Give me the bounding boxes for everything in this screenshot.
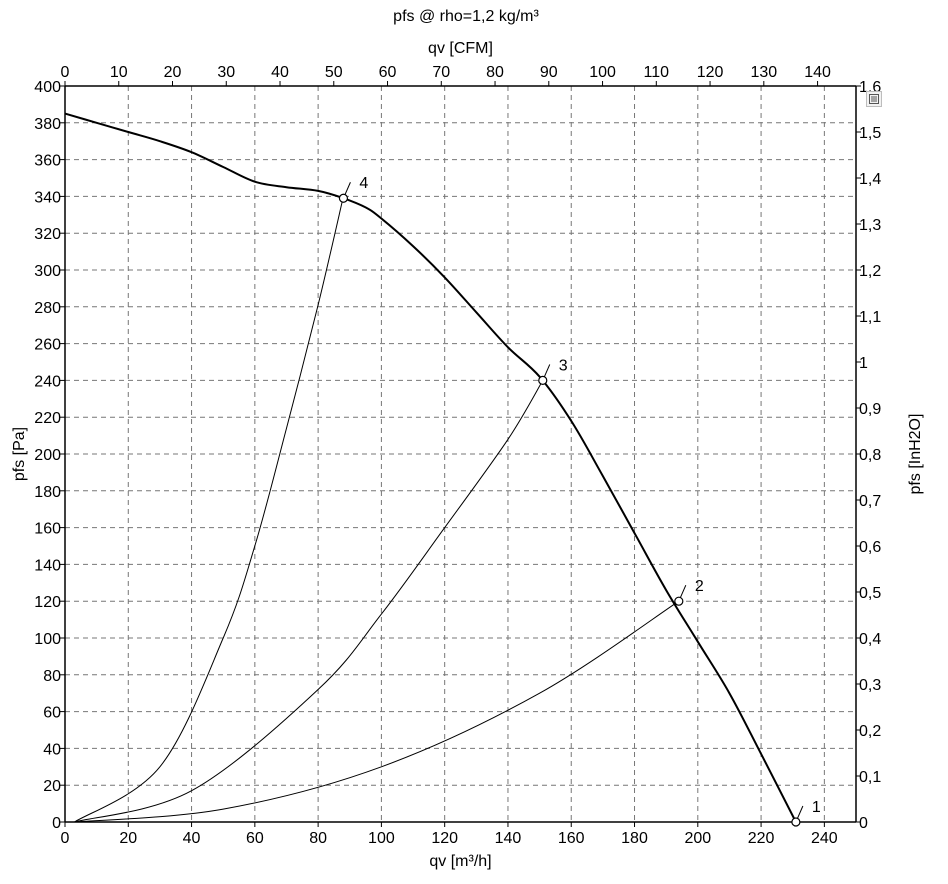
- y-tick-label: 60: [43, 705, 61, 722]
- y-tick-label: 320: [34, 226, 61, 243]
- point-label-4: 4: [359, 175, 368, 192]
- x-tick-label: 80: [309, 830, 327, 847]
- y2-tick-label: 0,1: [859, 769, 881, 786]
- x-tick-label: 240: [811, 830, 838, 847]
- y2-tick-label: 0,9: [859, 401, 881, 418]
- operating-point-2: [674, 596, 684, 606]
- x2-tick-label: 20: [164, 64, 182, 81]
- y-tick-label: 360: [34, 153, 61, 170]
- y2-tick-label: 1,2: [859, 263, 881, 280]
- fan-curve: [64, 112, 797, 823]
- x2-tick-label: 130: [750, 64, 777, 81]
- x2-tick-label: 0: [61, 64, 70, 81]
- y-tick-label: 20: [43, 778, 61, 795]
- y-tick-label: 80: [43, 668, 61, 685]
- operating-point-1: [791, 817, 801, 827]
- x2-tick-label: 120: [697, 64, 724, 81]
- x-tick-label: 140: [495, 830, 522, 847]
- point-label-2: 2: [695, 578, 704, 595]
- x-tick-label: 40: [183, 830, 201, 847]
- y-tick-label: 200: [34, 447, 61, 464]
- x2-tick-label: 100: [589, 64, 616, 81]
- x2-tick-label: 40: [271, 64, 289, 81]
- y-tick-label: 260: [34, 337, 61, 354]
- point-label-3: 3: [559, 357, 568, 374]
- x-tick-label: 20: [119, 830, 137, 847]
- x2-tick-label: 30: [217, 64, 235, 81]
- x-tick-label: 160: [558, 830, 585, 847]
- x2-tick-label: 70: [432, 64, 450, 81]
- x2-tick-label: 10: [110, 64, 128, 81]
- x-tick-label: 100: [368, 830, 395, 847]
- x-tick-label: 120: [431, 830, 458, 847]
- y-tick-label: 100: [34, 631, 61, 648]
- y2-tick-label: 1,5: [859, 125, 881, 142]
- y2-tick-label: 0,2: [859, 723, 881, 740]
- y-tick-label: 300: [34, 263, 61, 280]
- y2-tick-label: 0,5: [859, 585, 881, 602]
- chart-title: pfs @ rho=1,2 kg/m³: [393, 8, 539, 25]
- x2-tick-label: 50: [325, 64, 343, 81]
- x2-tick-label: 110: [644, 64, 670, 81]
- y2-tick-label: 1,3: [859, 217, 881, 234]
- x-tick-label: 220: [748, 830, 775, 847]
- x-axis-label: qv [m³/h]: [429, 853, 491, 870]
- y2-tick-label: 0,8: [859, 447, 881, 464]
- y-tick-label: 140: [34, 557, 61, 574]
- y-tick-label: 240: [34, 373, 61, 390]
- y2-tick-label: 0: [859, 815, 868, 832]
- x2-tick-label: 140: [804, 64, 831, 81]
- system-curve-2: [74, 600, 680, 823]
- y2-tick-label: 1: [859, 355, 868, 372]
- y2-tick-label: 0,7: [859, 493, 881, 510]
- y-tick-label: 220: [34, 410, 61, 427]
- y2-axis-label: pfs [InH2O]: [907, 414, 924, 495]
- y2-tick-label: 1,1: [859, 309, 881, 326]
- operating-point-3: [538, 375, 548, 385]
- x-tick-label: 0: [61, 830, 70, 847]
- x2-tick-label: 80: [486, 64, 504, 81]
- y-axis-label: pfs [Pa]: [11, 427, 28, 481]
- y-tick-label: 120: [34, 594, 61, 611]
- y-tick-label: 160: [34, 521, 61, 538]
- y2-tick-label: 0,3: [859, 677, 881, 694]
- x-tick-label: 60: [246, 830, 264, 847]
- y-tick-label: 340: [34, 189, 61, 206]
- y-tick-label: 280: [34, 300, 61, 317]
- point-label-1: 1: [812, 799, 821, 816]
- y-tick-label: 180: [34, 484, 61, 501]
- y-tick-label: 380: [34, 116, 61, 133]
- x2-tick-label: 60: [379, 64, 397, 81]
- x-tick-label: 200: [684, 830, 711, 847]
- y-tick-label: 400: [34, 79, 61, 96]
- x2-tick-label: 90: [540, 64, 558, 81]
- y-tick-label: 40: [43, 741, 61, 758]
- y2-tick-label: 0,4: [859, 631, 881, 648]
- y2-tick-label: 0,6: [859, 539, 881, 556]
- y-tick-label: 0: [52, 815, 61, 832]
- system-curve-4: [74, 196, 344, 823]
- operating-point-4: [338, 193, 349, 203]
- x-tick-label: 180: [621, 830, 648, 847]
- y2-tick-label: 1,4: [859, 171, 881, 188]
- system-curve-3: [74, 380, 544, 823]
- export-icon[interactable]: [866, 91, 882, 107]
- x2-axis-label: qv [CFM]: [428, 40, 493, 57]
